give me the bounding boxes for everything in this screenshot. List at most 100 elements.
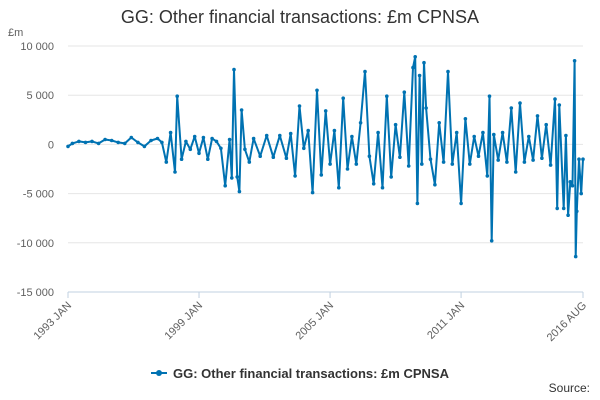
data-point[interactable]: [367, 154, 372, 158]
data-point[interactable]: [398, 155, 402, 159]
data-point[interactable]: [293, 174, 297, 178]
data-point[interactable]: [500, 130, 505, 135]
data-point[interactable]: [459, 201, 463, 206]
data-point[interactable]: [487, 94, 492, 98]
data-point[interactable]: [83, 140, 88, 145]
data-point[interactable]: [173, 170, 177, 174]
data-point[interactable]: [90, 139, 94, 144]
data-point[interactable]: [568, 180, 573, 184]
data-point[interactable]: [535, 114, 540, 118]
data-point[interactable]: [505, 160, 509, 164]
data-point[interactable]: [413, 55, 418, 59]
data-point[interactable]: [66, 144, 70, 149]
data-point[interactable]: [463, 117, 468, 121]
data-point[interactable]: [206, 157, 210, 161]
data-point[interactable]: [164, 160, 169, 164]
data-point[interactable]: [136, 140, 140, 145]
data-point[interactable]: [219, 146, 223, 151]
data-point[interactable]: [354, 162, 359, 166]
data-point[interactable]: [315, 88, 319, 93]
data-point[interactable]: [235, 175, 239, 179]
data-point[interactable]: [323, 109, 328, 113]
data-point[interactable]: [496, 158, 501, 162]
data-point[interactable]: [160, 140, 164, 145]
data-point[interactable]: [297, 104, 302, 108]
data-point[interactable]: [581, 157, 585, 161]
data-point[interactable]: [288, 131, 293, 136]
data-point[interactable]: [358, 121, 363, 125]
data-point[interactable]: [278, 133, 282, 138]
data-point[interactable]: [509, 106, 514, 110]
data-point[interactable]: [227, 137, 232, 142]
data-point[interactable]: [302, 146, 306, 151]
data-point[interactable]: [232, 67, 236, 72]
data-point[interactable]: [544, 122, 548, 127]
data-point[interactable]: [310, 190, 315, 195]
data-point[interactable]: [564, 133, 568, 138]
data-point[interactable]: [376, 130, 380, 135]
data-point[interactable]: [380, 185, 385, 190]
data-point[interactable]: [422, 60, 426, 65]
data-point[interactable]: [570, 183, 575, 188]
data-point[interactable]: [239, 108, 244, 112]
data-point[interactable]: [540, 156, 544, 160]
data-point[interactable]: [415, 201, 420, 206]
data-point[interactable]: [522, 160, 527, 164]
data-point[interactable]: [417, 73, 422, 78]
data-point[interactable]: [96, 141, 101, 146]
data-point[interactable]: [561, 206, 566, 211]
data-point[interactable]: [70, 141, 75, 146]
data-point[interactable]: [142, 144, 147, 149]
data-point[interactable]: [555, 206, 559, 211]
data-point[interactable]: [363, 69, 367, 74]
data-point[interactable]: [531, 158, 535, 162]
data-point[interactable]: [328, 162, 332, 166]
data-point[interactable]: [188, 147, 193, 152]
data-point[interactable]: [573, 254, 578, 259]
data-point[interactable]: [116, 140, 120, 145]
data-point[interactable]: [572, 59, 577, 63]
data-point[interactable]: [402, 90, 407, 94]
data-point[interactable]: [258, 154, 263, 158]
data-point[interactable]: [566, 213, 570, 217]
data-point[interactable]: [230, 176, 234, 180]
data-point[interactable]: [155, 136, 160, 141]
data-point[interactable]: [201, 135, 206, 140]
data-point[interactable]: [485, 174, 490, 178]
data-point[interactable]: [441, 160, 446, 164]
data-point[interactable]: [527, 134, 531, 139]
data-point[interactable]: [243, 147, 247, 152]
data-point[interactable]: [237, 189, 242, 194]
data-point[interactable]: [123, 141, 127, 146]
data-point[interactable]: [350, 134, 354, 139]
data-point[interactable]: [492, 132, 496, 137]
data-point[interactable]: [385, 94, 389, 98]
data-point[interactable]: [472, 134, 477, 139]
data-point[interactable]: [454, 130, 459, 135]
data-point[interactable]: [214, 139, 219, 144]
data-point[interactable]: [577, 157, 581, 161]
data-point[interactable]: [77, 139, 81, 144]
data-point[interactable]: [337, 185, 341, 190]
data-point[interactable]: [284, 156, 289, 160]
data-point[interactable]: [175, 94, 179, 98]
data-point[interactable]: [371, 182, 376, 186]
data-point[interactable]: [345, 167, 350, 171]
data-point[interactable]: [481, 130, 485, 135]
data-point[interactable]: [271, 155, 276, 159]
data-point[interactable]: [548, 163, 553, 167]
data-point[interactable]: [306, 128, 311, 133]
data-point[interactable]: [129, 135, 134, 140]
data-point[interactable]: [103, 137, 107, 142]
data-point[interactable]: [223, 183, 227, 188]
data-point[interactable]: [446, 69, 450, 74]
data-point[interactable]: [393, 122, 398, 127]
data-point[interactable]: [184, 139, 188, 144]
data-point[interactable]: [553, 97, 557, 101]
data-point[interactable]: [411, 65, 415, 70]
data-point[interactable]: [109, 138, 114, 143]
data-point[interactable]: [557, 103, 562, 107]
data-point[interactable]: [518, 101, 522, 105]
data-point[interactable]: [319, 173, 324, 177]
data-point[interactable]: [489, 239, 494, 243]
